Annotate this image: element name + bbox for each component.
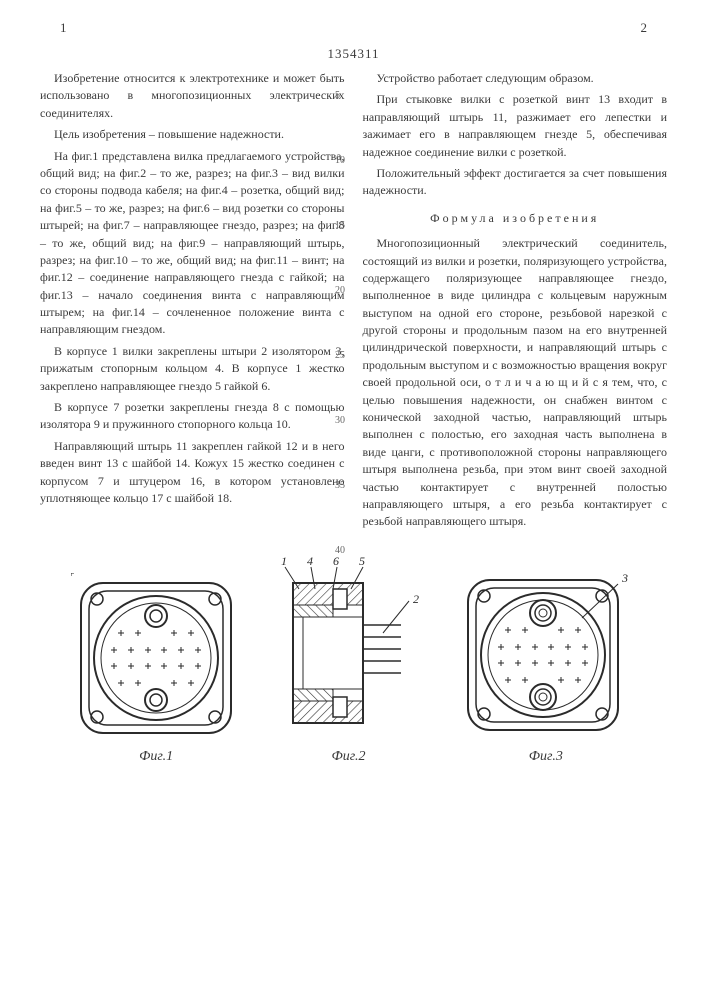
page-container: 1 2 1354311 5 10 15 20 25 30 35 40 Изобр…	[0, 0, 707, 765]
page-number-right: 2	[641, 20, 648, 36]
paragraph: Устройство работает следующим образом.	[363, 70, 668, 87]
paragraph: В корпусе 7 розетки закреплены гнезда 8 …	[40, 399, 345, 434]
fig3-label-3: 3	[621, 571, 628, 585]
document-number: 1354311	[40, 46, 667, 62]
connector-section-view-icon: 1 4 6 5 2	[263, 553, 433, 743]
formula-title: Формула изобретения	[363, 210, 668, 227]
line-num: 25	[335, 350, 345, 361]
line-num: 35	[335, 480, 345, 491]
figure-3: 3	[456, 568, 636, 765]
paragraph: При стыковке вилки с розеткой винт 13 вх…	[363, 91, 668, 161]
line-num: 30	[335, 415, 345, 426]
figures-row: Фиг.1 1 4 6 5 2	[40, 553, 667, 765]
fig2-label-4: 4	[307, 554, 313, 568]
paragraph: Положительный эффект достигается за счет…	[363, 165, 668, 200]
line-numbers: 5 10 15 20 25 30 35 40	[335, 90, 345, 556]
paragraph: Изобретение относится к электротехнике и…	[40, 70, 345, 122]
fig2-label-2: 2	[413, 592, 419, 606]
line-num: 10	[335, 155, 345, 166]
figure-1: Фиг.1	[71, 573, 241, 765]
paragraph: В корпусе 1 вилки закреплены штыри 2 изо…	[40, 343, 345, 395]
figure-3-caption: Фиг.3	[529, 749, 563, 765]
header-row: 1 2	[40, 20, 667, 36]
fig2-label-1: 1	[281, 554, 287, 568]
line-num: 20	[335, 285, 345, 296]
line-num: 5	[335, 90, 345, 101]
connector-front-view-icon	[71, 573, 241, 743]
figure-2-caption: Фиг.2	[331, 749, 365, 765]
fig2-label-5: 5	[359, 554, 365, 568]
line-num: 40	[335, 545, 345, 556]
left-column: Изобретение относится к электротехнике и…	[40, 70, 345, 535]
line-num: 15	[335, 220, 345, 231]
paragraph: Цель изобретения – повышение надежности.	[40, 126, 345, 143]
paragraph: Многопозиционный электрический соедините…	[363, 235, 668, 531]
right-column: Устройство работает следующим образом. П…	[363, 70, 668, 535]
paragraph: Направляющий штырь 11 закреплен гайкой 1…	[40, 438, 345, 508]
figure-2: 1 4 6 5 2	[263, 553, 433, 765]
figure-1-caption: Фиг.1	[139, 749, 173, 765]
page-number-left: 1	[60, 20, 67, 36]
connector-rear-view-icon: 3	[456, 568, 636, 743]
text-columns: Изобретение относится к электротехнике и…	[40, 70, 667, 535]
paragraph: На фиг.1 представлена вилка предлагаемог…	[40, 148, 345, 339]
